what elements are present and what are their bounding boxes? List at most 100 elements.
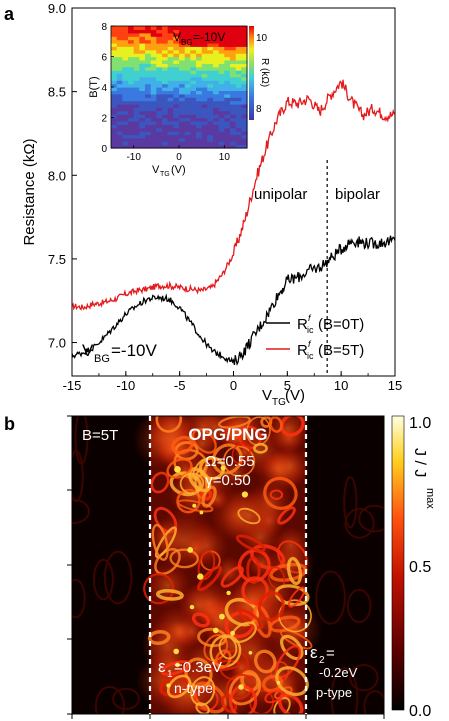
inset-heatmap-cell [241, 59, 248, 64]
inset-heatmap-cell [207, 70, 214, 75]
eps2-eq: = [326, 645, 335, 662]
current-fringe [220, 565, 244, 588]
inset-heatmap-cell [116, 131, 123, 136]
inset-heatmap-cell [190, 76, 197, 81]
inset-heatmap-cell [190, 141, 197, 146]
inset-heatmap-cell [196, 107, 203, 112]
inset-heatmap-cell [173, 137, 180, 142]
inset-heatmap-cell [128, 137, 135, 142]
inset-heatmap-cell [122, 39, 129, 44]
current-fringe [253, 442, 268, 454]
inset-heatmap-cell [241, 56, 248, 61]
inset-heatmap-cell [218, 39, 225, 44]
inset-heatmap-cell [173, 80, 180, 85]
inset-heatmap-cell [196, 29, 203, 34]
inset-heatmap-cell [145, 127, 152, 132]
inset-heatmap-cell [173, 131, 180, 136]
inset-heatmap-cell [235, 73, 242, 78]
inset-heatmap-cell [179, 134, 186, 139]
inset-heatmap-cell [190, 42, 197, 47]
current-fringe [286, 556, 303, 586]
inset-heatmap-cell [201, 26, 208, 30]
inset-heatmap-cell [111, 90, 118, 95]
inset-heatmap-cell [179, 137, 186, 142]
inset-heatmap-cell [133, 32, 140, 37]
current-fringe [155, 589, 184, 601]
inset-heatmap-cell [150, 39, 157, 44]
inset-heatmap-cell [139, 59, 146, 64]
inset-heatmap-cell [139, 49, 146, 54]
inset-heatmap-cell [201, 46, 208, 51]
current-fringe [218, 416, 251, 429]
inset-heatmap-cell [184, 49, 191, 54]
inset-heatmap-cell [156, 127, 163, 132]
inset-heatmap-cell [213, 120, 220, 125]
inset-heatmap-cell [162, 39, 169, 44]
inset-heatmap-cell [196, 100, 203, 105]
inset-heatmap-cell [111, 32, 118, 37]
inset-heatmap-cell [111, 63, 118, 68]
inset-heatmap-cell [184, 87, 191, 91]
inset-heatmap-cell [218, 97, 225, 102]
current-fringe [254, 649, 277, 674]
inset-heatmap-cell [213, 59, 220, 64]
inset-heatmap-cell [145, 87, 152, 91]
inset-heatmap-cell [207, 141, 214, 146]
inset-heatmap-cell [111, 46, 118, 51]
inset-heatmap-cell [235, 46, 242, 51]
inset-heatmap-cell [241, 63, 248, 68]
inset-heatmap-cell [201, 87, 208, 91]
inset-heatmap-cell [230, 39, 237, 44]
inset-heatmap-cell [207, 110, 214, 115]
inset-heatmap-cell [111, 144, 118, 149]
inset-heatmap-cell [230, 29, 237, 34]
inset-heatmap-cell [196, 76, 203, 81]
inset-heatmap-cell [128, 114, 135, 119]
hotspot [173, 648, 179, 655]
inset-heatmap-cell [122, 70, 129, 75]
inset-y-tick-label: 2 [101, 114, 107, 125]
inset-heatmap-cell [139, 73, 146, 78]
main-axis-ticks: -15 -10 -5 0 5 10 15 7.0 7.5 8.0 8.5 9.0 [48, 1, 402, 393]
inset-heatmap-cell [173, 110, 180, 115]
inset-heatmap-cell [196, 36, 203, 41]
inset-heatmap-cell [196, 134, 203, 139]
inset-heatmap-cell [167, 90, 174, 95]
hotspot [197, 573, 204, 580]
current-fringe [237, 507, 261, 525]
inset-heatmap-cell [139, 36, 146, 41]
inset-heatmap-cell [207, 131, 214, 136]
inset-heatmap-cell [139, 29, 146, 34]
inset-heatmap-cell [111, 83, 118, 88]
inset-heatmap-cell [162, 66, 169, 71]
inset-heatmap-cell [213, 46, 220, 51]
x-axis-label-unit: (V) [285, 387, 305, 404]
inset-heatmap-cell [201, 124, 208, 129]
inset-heatmap-cell [116, 137, 123, 142]
inset-heatmap-cell [179, 66, 186, 71]
hotspot [276, 680, 281, 685]
inset-heatmap-cell [218, 117, 225, 122]
inset-heatmap-cell [139, 124, 146, 129]
inset-heatmap-cell [122, 29, 129, 34]
inset-heatmap-cell [224, 42, 231, 47]
inset-heatmap-cell [145, 103, 152, 108]
inset-heatmap-cell [190, 63, 197, 68]
inset-heatmap-cell [213, 73, 220, 78]
inset-heatmap-cell [173, 53, 180, 58]
inset-heatmap-cell [235, 66, 242, 71]
inset-heatmap-cell [241, 134, 248, 139]
inset-cbar-label: R (kΩ) [259, 58, 270, 87]
inset-heatmap-cell [179, 120, 186, 125]
inset-heatmap-cell [122, 93, 129, 98]
inset-heatmap-cell [111, 110, 118, 115]
inset-heatmap-cell [162, 141, 169, 146]
side-fringe [343, 476, 358, 529]
inset-heatmap-cell [173, 46, 180, 51]
current-fringe [166, 674, 192, 699]
inset-heatmap-cell [241, 103, 248, 108]
current-fringe [287, 586, 306, 608]
inset-heatmap-cell [128, 26, 135, 30]
inset-heatmap-cell [150, 66, 157, 71]
inset-heatmap-cell [235, 100, 242, 105]
